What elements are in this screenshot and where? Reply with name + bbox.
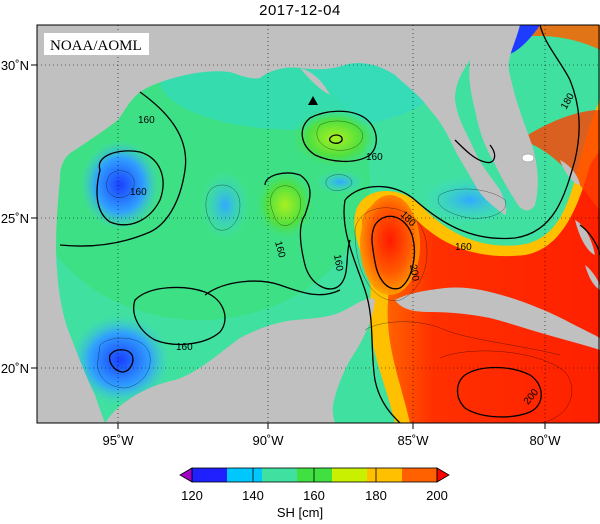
lat-tick-label: 25˚N xyxy=(1,211,29,226)
colorbar-tick-label: 180 xyxy=(365,488,387,503)
contour-160-north xyxy=(301,110,377,163)
colorbar-segment xyxy=(227,468,263,482)
low-eddy-north xyxy=(315,170,365,194)
colorbar-label: SH [cm] xyxy=(276,505,324,520)
colorbar-segments xyxy=(192,468,438,482)
land-bahamas-2 xyxy=(575,220,595,255)
contour-label: 160 xyxy=(366,152,383,163)
watermark-box xyxy=(44,33,149,55)
contour-200-south xyxy=(456,366,542,418)
contour-200-loop xyxy=(371,215,415,290)
colorbar-segment xyxy=(367,468,403,482)
land-bahamas xyxy=(560,160,580,185)
island xyxy=(521,153,535,163)
contour-label: 160 xyxy=(272,240,287,259)
contour-160-northwest xyxy=(59,91,187,247)
colorbar-high-arrow xyxy=(436,467,450,483)
contour-label: 160 xyxy=(138,115,155,126)
lat-tick-label: 20˚N xyxy=(1,361,29,376)
watermark-text: NOAA/AOML xyxy=(50,38,142,54)
lon-tick-label: 85˚W xyxy=(397,433,429,448)
land-delta xyxy=(300,68,330,95)
land-florida xyxy=(469,25,538,211)
contour-160-east xyxy=(454,139,496,164)
land-yucatan xyxy=(105,298,375,423)
contour-160-central xyxy=(264,172,351,290)
colorbar-segment xyxy=(297,468,333,482)
colorbar-tick-labels: 120 140 160 180 200 xyxy=(181,488,448,503)
land-north-america xyxy=(37,25,507,423)
colorbar-ticks xyxy=(191,468,438,482)
colorbar-tick-label: 160 xyxy=(303,488,325,503)
colorbar-tick-label: 120 xyxy=(181,488,203,503)
contour-160-west xyxy=(96,150,164,226)
tick-marks xyxy=(31,64,546,429)
map-title: 2017-12-04 xyxy=(259,2,341,19)
contour-180-west xyxy=(343,199,401,423)
lon-tick-label: 80˚W xyxy=(529,433,561,448)
lat-tick-label: 30˚N xyxy=(1,58,29,73)
loop-current-eddy xyxy=(360,195,420,295)
colorbar-segment xyxy=(262,468,298,482)
colorbar-segment xyxy=(402,468,438,482)
colorbar-segment xyxy=(192,468,228,482)
contour-label: 160 xyxy=(176,342,193,353)
colorbar-segment xyxy=(332,468,368,482)
land-cuba xyxy=(395,287,600,350)
contour-170-north xyxy=(328,134,343,144)
lon-tick-label: 90˚W xyxy=(252,433,284,448)
contours-major xyxy=(59,25,600,423)
lon-tick-label: 95˚W xyxy=(102,433,134,448)
axis-labels: 95˚W 90˚W 85˚W 80˚W 30˚N 25˚N 20˚N xyxy=(1,58,561,448)
colorbar-tick-label: 200 xyxy=(426,488,448,503)
map-plot-area: 160 160 160 160 160 160 160 180 180 200 … xyxy=(37,25,600,423)
contour-140-southwest xyxy=(108,349,134,373)
station-triangle-icon xyxy=(308,96,318,105)
contour-160-southwest xyxy=(133,286,226,346)
colorbar: 120 140 160 180 200 xyxy=(179,467,450,503)
contour-label: 200 xyxy=(407,264,421,283)
contour-label: 160 xyxy=(331,254,345,273)
contour-label: 160 xyxy=(455,242,472,253)
contour-label: 160 xyxy=(130,187,147,198)
contour-180 xyxy=(344,25,580,240)
colorbar-tick-label: 140 xyxy=(242,488,264,503)
plot-frame xyxy=(36,24,600,424)
warm-current-inner xyxy=(361,150,600,423)
low-eddy-southwest xyxy=(70,315,170,405)
high-eddy-central xyxy=(255,170,315,240)
land-bahamas-3 xyxy=(585,265,600,290)
low-eddy-central xyxy=(200,170,250,240)
colorbar-low-arrow xyxy=(179,467,193,483)
contour-160-south xyxy=(204,280,341,296)
